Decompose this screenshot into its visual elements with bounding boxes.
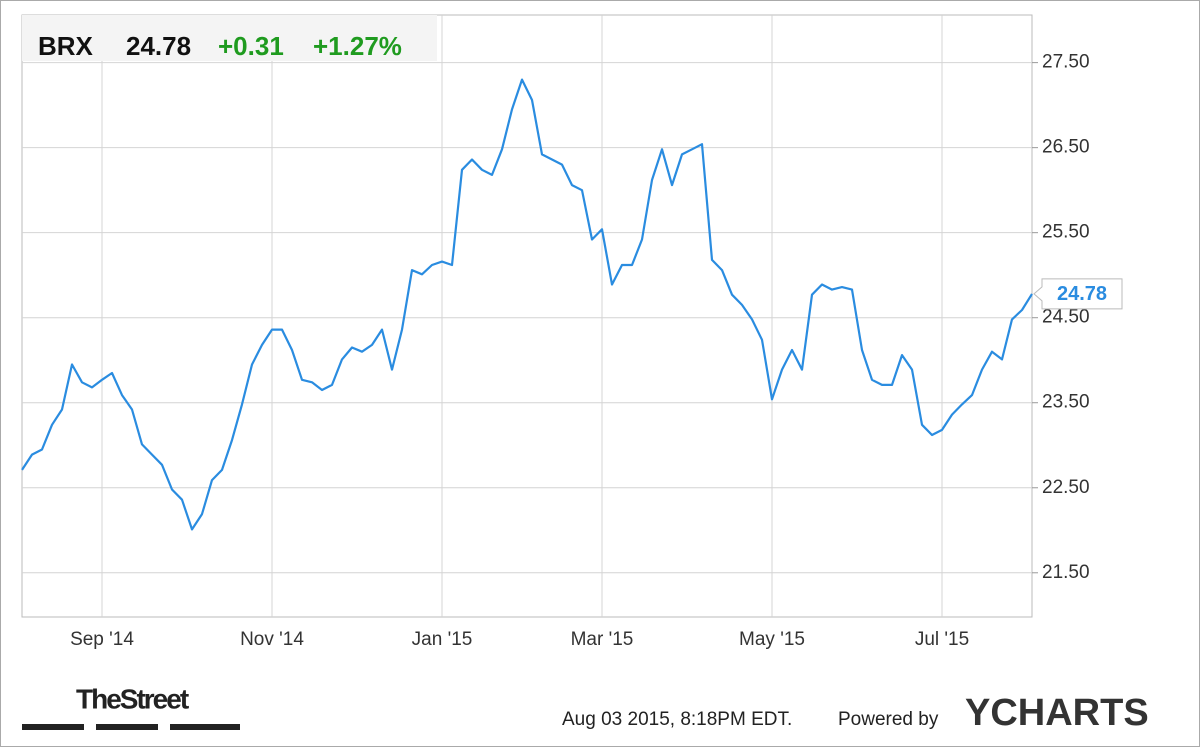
timestamp: Aug 03 2015, 8:18PM EDT. (562, 709, 792, 730)
y-tick-label: 24.50 (1042, 307, 1090, 328)
x-tick-label: May '15 (739, 629, 805, 650)
price-line (21, 78, 1033, 531)
plot-area (21, 14, 1033, 618)
source-logo: TheStreet (76, 683, 189, 714)
header-box (22, 15, 437, 61)
logo-bar (96, 724, 158, 730)
powered-by: Powered by (838, 709, 939, 730)
logo-bar (22, 724, 84, 730)
last-price-box (1033, 278, 1123, 310)
y-tick-label: 21.50 (1042, 562, 1090, 583)
series (21, 78, 1033, 531)
change: +0.31 (218, 31, 284, 61)
y-tick-label: 25.50 (1042, 222, 1090, 243)
y-tick-label: 23.50 (1042, 392, 1090, 413)
price: 24.78 (126, 31, 191, 61)
x-tick-label: Jan '15 (412, 629, 473, 650)
last-price-label: 24.78 (1057, 283, 1107, 305)
logo-bar (170, 724, 240, 730)
y-tick-label: 22.50 (1042, 477, 1090, 498)
grid (22, 15, 1038, 617)
x-tick-label: Sep '14 (70, 629, 134, 650)
x-tick-label: Nov '14 (240, 629, 304, 650)
x-tick-label: Jul '15 (915, 629, 969, 650)
y-tick-label: 26.50 (1042, 137, 1090, 158)
y-tick-label: 27.50 (1042, 52, 1090, 73)
x-tick-label: Mar '15 (571, 629, 634, 650)
change-percent: +1.27% (313, 31, 402, 61)
ticker: BRX (38, 31, 94, 61)
brand-logo: YCHARTS (965, 692, 1149, 734)
